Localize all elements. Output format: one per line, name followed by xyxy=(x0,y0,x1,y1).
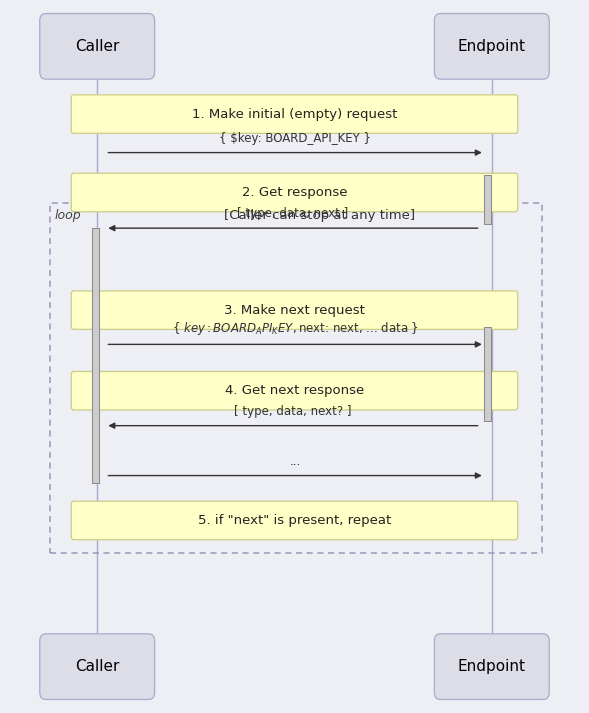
Text: [ type, data, next ]: [ type, data, next ] xyxy=(237,207,349,220)
Text: 2. Get response: 2. Get response xyxy=(241,186,348,199)
Bar xyxy=(92,228,99,483)
Text: Endpoint: Endpoint xyxy=(458,659,526,674)
Text: Caller: Caller xyxy=(75,39,120,54)
Bar xyxy=(50,203,542,553)
FancyBboxPatch shape xyxy=(71,371,518,410)
FancyBboxPatch shape xyxy=(434,14,549,79)
Text: loop: loop xyxy=(55,209,81,222)
FancyBboxPatch shape xyxy=(40,14,154,79)
Text: Endpoint: Endpoint xyxy=(458,39,526,54)
Text: [ type, data, next? ]: [ type, data, next? ] xyxy=(234,405,352,418)
Text: ...: ... xyxy=(289,455,301,468)
Text: { $key: BOARD_API_KEY }: { $key: BOARD_API_KEY } xyxy=(219,132,371,145)
Text: 5. if "next" is present, repeat: 5. if "next" is present, repeat xyxy=(198,514,391,527)
Text: 1. Make initial (empty) request: 1. Make initial (empty) request xyxy=(192,108,397,120)
FancyBboxPatch shape xyxy=(71,291,518,329)
Text: 3. Make next request: 3. Make next request xyxy=(224,304,365,317)
FancyBboxPatch shape xyxy=(71,95,518,133)
Text: { $key: BOARD_API_KEY, $next: next, ... data }: { $key: BOARD_API_KEY, $next: next, ... … xyxy=(171,319,419,337)
Bar xyxy=(484,175,491,224)
Text: 4. Get next response: 4. Get next response xyxy=(225,384,364,397)
FancyBboxPatch shape xyxy=(434,634,549,699)
Bar xyxy=(484,327,491,421)
Text: [Caller can stop at any time]: [Caller can stop at any time] xyxy=(224,209,415,222)
FancyBboxPatch shape xyxy=(71,501,518,540)
FancyBboxPatch shape xyxy=(71,173,518,212)
FancyBboxPatch shape xyxy=(40,634,154,699)
Text: Caller: Caller xyxy=(75,659,120,674)
